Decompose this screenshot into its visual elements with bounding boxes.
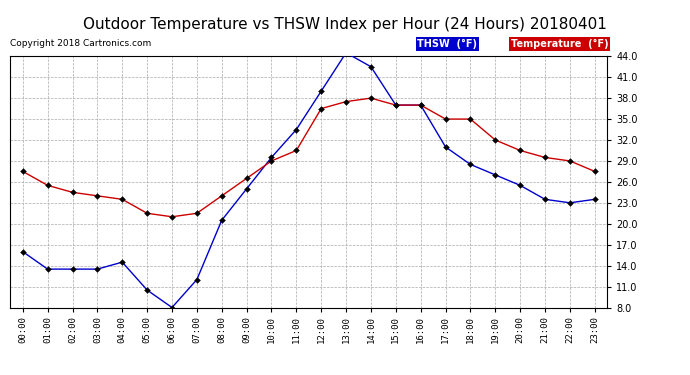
Text: Outdoor Temperature vs THSW Index per Hour (24 Hours) 20180401: Outdoor Temperature vs THSW Index per Ho… (83, 17, 607, 32)
Text: Temperature  (°F): Temperature (°F) (511, 39, 608, 50)
Text: Copyright 2018 Cartronics.com: Copyright 2018 Cartronics.com (10, 39, 152, 48)
Text: THSW  (°F): THSW (°F) (417, 39, 477, 50)
